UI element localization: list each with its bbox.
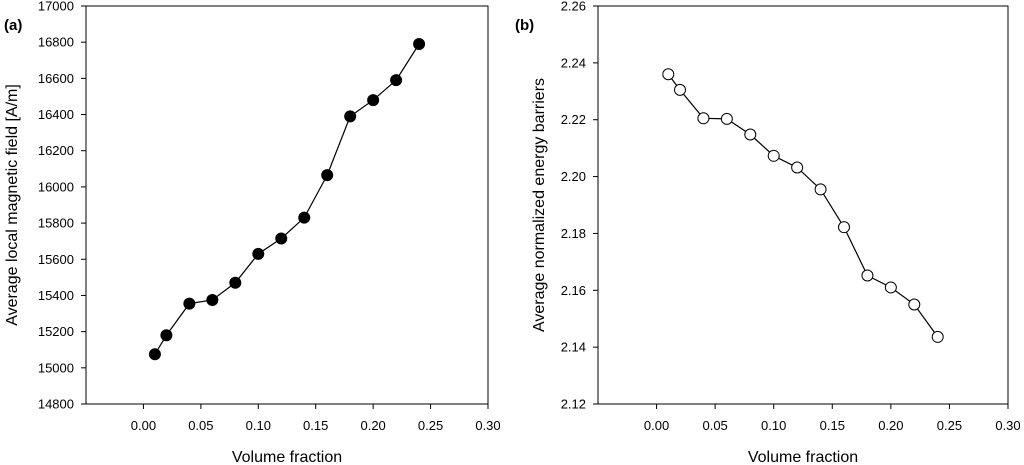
y-tick-label: 16000 [38, 179, 74, 194]
y-tick-label: 15800 [38, 216, 74, 231]
y-tick-label: 16400 [38, 107, 74, 122]
y-axis-title: Average local magnetic field [A/m] [4, 84, 21, 326]
data-point [814, 183, 827, 196]
data-point [908, 298, 921, 311]
y-tick-label: 15000 [38, 360, 74, 375]
data-point [344, 110, 357, 123]
data-point [298, 211, 311, 224]
series-line [667, 73, 939, 338]
y-tick-label: 2.12 [561, 397, 586, 412]
data-point [367, 94, 380, 107]
x-axis-title: Volume fraction [748, 449, 858, 465]
y-tick-label: 15400 [38, 288, 74, 303]
data-point [931, 330, 944, 343]
data-point [160, 329, 173, 342]
data-point [697, 112, 710, 125]
x-tick-label: 0.10 [246, 418, 271, 433]
x-axis-title: Volume fraction [232, 449, 342, 465]
x-tick-label: 0.05 [188, 418, 213, 433]
panel-label: (b) [515, 17, 534, 34]
panel-a: 0.00 0.05 0.10 0.15 0.20 0.25 0.30 14800 15000 15… [4, 0, 501, 465]
x-tick-label: 0.30 [995, 418, 1020, 433]
y-tick-label: 2.16 [561, 283, 586, 298]
y-tick-label: 2.26 [561, 0, 586, 14]
y-tick-label: 2.20 [561, 169, 586, 184]
y-tick-label: 15600 [38, 252, 74, 267]
x-tick-label: 0.05 [702, 418, 727, 433]
x-tick-label: 0.00 [644, 418, 669, 433]
data-point [861, 269, 874, 282]
plot-frame [85, 5, 489, 405]
data-point [206, 293, 219, 306]
x-tick-label: 0.15 [303, 418, 328, 433]
data-point [838, 221, 850, 234]
data-point [390, 74, 403, 87]
y-tick-label: 16800 [38, 35, 74, 50]
y-tick-label: 17000 [38, 0, 74, 14]
y-tick-label: 2.14 [561, 340, 586, 355]
data-point [413, 37, 426, 50]
data-point [884, 281, 897, 294]
x-tick-label: 0.30 [475, 418, 500, 433]
plot-frame [597, 5, 1009, 405]
data-point [744, 128, 757, 141]
x-tick-label: 0.15 [820, 418, 845, 433]
data-point [662, 68, 675, 81]
y-tick-label: 14800 [38, 397, 74, 412]
x-tick-label: 0.25 [937, 418, 962, 433]
y-axis-title: Average normalized energy barriers [531, 78, 548, 332]
panel-b: 0.00 0.05 0.10 0.15 0.20 0.25 0.30 2.12 2.14 2.16… [515, 0, 1021, 465]
data-point [674, 83, 686, 96]
y-tick-label: 16600 [38, 71, 74, 86]
data-point [767, 149, 780, 162]
x-tick-label: 0.00 [131, 418, 156, 433]
x-tick-label: 0.20 [360, 418, 385, 433]
panel-label: (a) [4, 17, 22, 34]
data-point [148, 348, 161, 361]
y-tick-label: 2.24 [561, 55, 586, 70]
x-tick-label: 0.20 [878, 418, 903, 433]
y-tick-label: 2.22 [561, 112, 586, 127]
y-tick-label: 16200 [38, 143, 74, 158]
data-point [229, 276, 242, 289]
data-point [321, 169, 334, 182]
series-line [154, 43, 420, 355]
data-point [275, 232, 288, 245]
data-point [252, 247, 265, 260]
data-point [183, 297, 196, 310]
data-point [791, 161, 804, 174]
x-tick-label: 0.25 [418, 418, 443, 433]
data-point [720, 112, 733, 125]
y-tick-label: 15200 [38, 324, 74, 339]
y-tick-label: 2.18 [561, 226, 586, 241]
x-tick-label: 0.10 [761, 418, 786, 433]
